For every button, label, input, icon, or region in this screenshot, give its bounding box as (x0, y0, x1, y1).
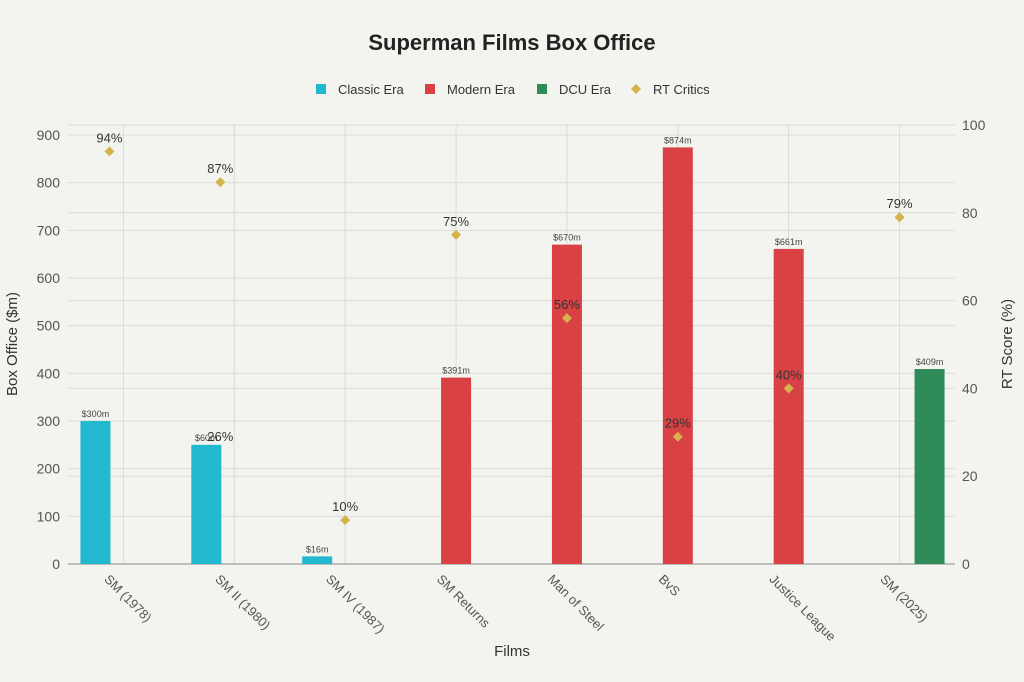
rt-point-5 (672, 431, 683, 442)
rt-label-4: 56% (554, 297, 580, 312)
rt-label-5: 29% (665, 416, 691, 431)
legend-marker-0 (316, 84, 326, 94)
bar-0 (80, 421, 111, 564)
y-tick-6: 600 (37, 270, 61, 286)
legend-marker-2 (537, 84, 547, 94)
rt-label-2: 10% (332, 499, 358, 514)
bar-label-5: $874m (664, 135, 692, 145)
rt-point-7 (894, 212, 905, 223)
y-axis-title: Box Office ($m) (4, 292, 21, 396)
x-axis-title: Films (494, 643, 530, 660)
y-tick-8: 800 (37, 175, 61, 191)
bar-4 (551, 244, 582, 564)
rt-point-4 (561, 313, 572, 324)
bar-label-0: $300m (82, 409, 110, 419)
rt-label-1: 87% (207, 161, 233, 176)
rt-point-2 (340, 515, 351, 526)
rt-label-3: 75% (443, 214, 469, 229)
category-label-5: BvS (656, 572, 684, 600)
category-label-1: SM II (1980) (212, 572, 273, 633)
rt-label-0: 94% (96, 130, 122, 145)
category-label-4: Man of Steel (545, 572, 607, 634)
rt-label-6: 40% (776, 367, 802, 382)
rt-extra-label: 26% (207, 429, 233, 444)
bar-7 (914, 369, 945, 564)
bar-1 (191, 444, 222, 564)
rt-points: 94% 87% 10% 75% 56% 29% 40% 79% 26% (96, 130, 913, 526)
legend-label-0: Classic Era (338, 82, 405, 97)
category-label-6: Justice League (767, 572, 839, 644)
y2-tick-4: 80 (962, 205, 978, 221)
legend-label-1: Modern Era (447, 82, 516, 97)
category-label-3: SM Returns (434, 572, 493, 631)
y2-tick-3: 60 (962, 293, 978, 309)
y-tick-0: 0 (52, 556, 60, 572)
y-tick-3: 300 (37, 413, 61, 429)
bar-label-6: $661m (775, 237, 803, 247)
y-tick-7: 700 (37, 222, 61, 238)
legend-marker-1 (425, 84, 435, 94)
rt-point-1 (215, 177, 226, 188)
bar-2 (302, 556, 333, 564)
bar-label-4: $670m (553, 233, 581, 243)
rt-point-0 (104, 146, 115, 157)
bar-label-1: $60m (195, 433, 218, 443)
y-axis-ticks: 0 100 200 300 400 500 600 700 800 900 (37, 127, 61, 572)
y-tick-5: 500 (37, 318, 61, 334)
legend-label-3: RT Critics (653, 82, 710, 97)
y-tick-9: 900 (37, 127, 61, 143)
y2-axis-ticks: 0 20 40 60 80 100 (962, 117, 986, 572)
legend-marker-3 (631, 84, 641, 94)
y2-tick-2: 40 (962, 380, 978, 396)
y-tick-2: 200 (37, 461, 61, 477)
category-labels: SM (1978) SM II (1980) SM IV (1987) SM Retu… (101, 572, 931, 644)
category-label-7: SM (2025) (877, 572, 931, 626)
bar-label-7: $409m (916, 357, 944, 367)
rt-point-6 (783, 383, 794, 394)
bar-label-2: $16m (306, 544, 329, 554)
chart-title: Superman Films Box Office (368, 30, 655, 55)
category-label-2: SM IV (1987) (323, 572, 388, 637)
y-tick-4: 400 (37, 365, 61, 381)
legend-label-2: DCU Era (559, 82, 612, 97)
bars: $300m $60m $16m $391m $670m $874m $661m $409m (80, 135, 945, 565)
bar-6 (773, 248, 804, 564)
y2-tick-1: 20 (962, 468, 978, 484)
rt-point-3 (451, 229, 462, 240)
y2-tick-0: 0 (962, 556, 970, 572)
legend: Classic Era Modern Era DCU Era RT Critics (316, 82, 710, 97)
bar-label-3: $391m (442, 366, 470, 376)
rt-label-7: 79% (887, 196, 913, 211)
bar-5 (662, 147, 693, 565)
bar-3 (441, 377, 472, 564)
y-tick-1: 100 (37, 508, 61, 524)
category-label-0: SM (1978) (101, 572, 155, 626)
y2-tick-5: 100 (962, 117, 986, 133)
y2-axis-title: RT Score (%) (999, 299, 1016, 389)
